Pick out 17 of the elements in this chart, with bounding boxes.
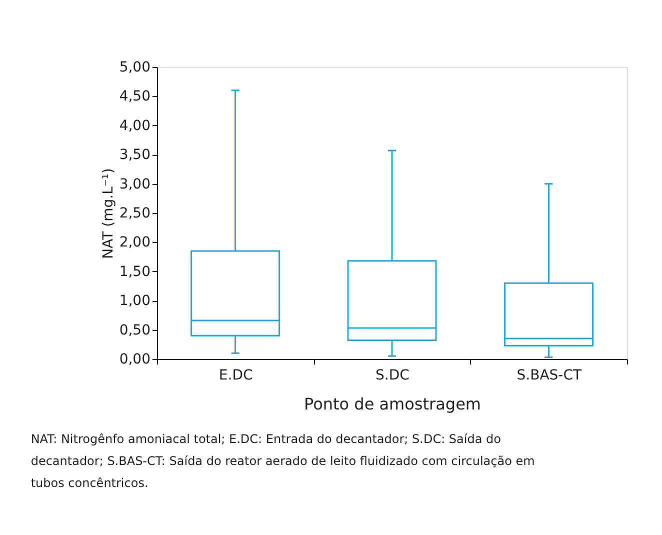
x-tick-label: E.DC xyxy=(218,368,253,384)
y-tick-label: 5,00 xyxy=(119,60,150,76)
y-tick-label: 0,00 xyxy=(119,352,150,368)
y-tick-label: 3,00 xyxy=(119,176,150,192)
y-tick-label: 1,50 xyxy=(119,264,150,280)
x-tick-label: S.BAS-CT xyxy=(516,368,582,384)
y-axis-title: NAT (mg.L⁻¹) xyxy=(100,168,116,259)
y-tick-label: 1,00 xyxy=(119,293,150,310)
y-tick-label: 2,00 xyxy=(119,234,150,251)
y-tick-label: 0,50 xyxy=(119,322,150,338)
x-tick-label: S.DC xyxy=(376,368,410,384)
y-tick-label: 3,50 xyxy=(119,147,150,164)
y-tick-label: 2,50 xyxy=(119,206,150,222)
text: NAT: Nitrogênfo amoniacal total; E.DC: Entrada do decantador; S.DC: Saída do decantador; S.BAS-CT: Saída do reator aerado de leito fluidizado com circulação em tubos concêntricos. xyxy=(30,432,535,490)
y-tick-label: 4,00 xyxy=(119,118,150,134)
y-tick-label: 4,50 xyxy=(119,88,150,105)
x-axis-title: Ponto de amostragem xyxy=(304,394,481,414)
